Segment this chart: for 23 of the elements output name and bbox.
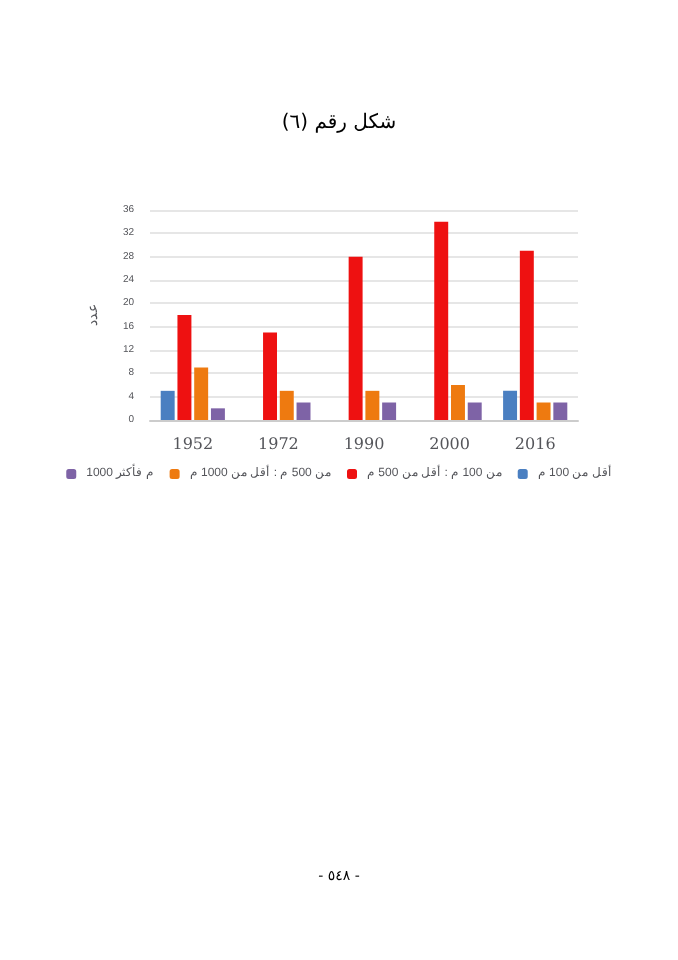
bar [451,385,465,420]
bar [365,390,380,420]
bar [503,390,518,420]
bar [434,221,449,420]
x-tick-label: 2000 [429,435,470,453]
bar [210,408,225,420]
bar [348,256,363,420]
bar [553,402,568,420]
chart-title: شكل رقم (٦) [279,112,399,134]
bar [382,402,397,420]
bar [160,390,175,420]
x-tick-label: 2016 [514,435,556,453]
bar [177,315,192,420]
bar [519,250,534,420]
x-tick-label: 1972 [258,435,299,453]
x-tick-label: 1952 [172,435,214,453]
bar [279,390,294,420]
bar [536,402,551,420]
bar [467,402,482,420]
x-tick-label: 1990 [343,435,385,453]
bar [296,402,311,420]
bar [194,367,209,420]
bar [263,332,277,420]
